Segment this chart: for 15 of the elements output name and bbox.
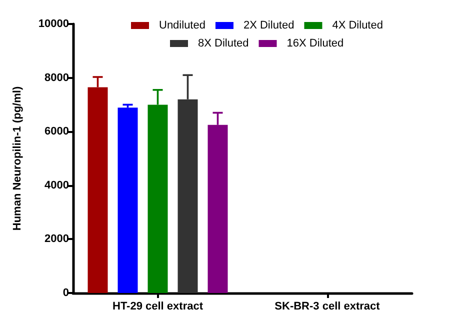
y-tick-label: 10000: [38, 18, 69, 30]
legend-label: 2X Diluted: [243, 20, 294, 32]
y-tick-label: 4000: [44, 179, 69, 192]
x-tick-label: HT-29 cell extract: [112, 300, 204, 312]
y-tick-label: 2000: [44, 233, 69, 246]
bar: [118, 108, 138, 293]
x-tick-label: SK-BR-3 cell extract: [274, 300, 380, 312]
y-tick-label: 0: [62, 287, 69, 299]
legend-label: 16X Diluted: [286, 38, 344, 50]
y-tick-label: 6000: [44, 126, 69, 138]
y-axis-title: Human Neuropilin-1 (pg/ml): [12, 86, 24, 231]
legend-label: Undiluted: [159, 20, 206, 32]
legend-label: 8X Diluted: [198, 38, 249, 50]
legend-label: 4X Diluted: [332, 20, 383, 32]
y-tick-label: 8000: [44, 72, 69, 84]
